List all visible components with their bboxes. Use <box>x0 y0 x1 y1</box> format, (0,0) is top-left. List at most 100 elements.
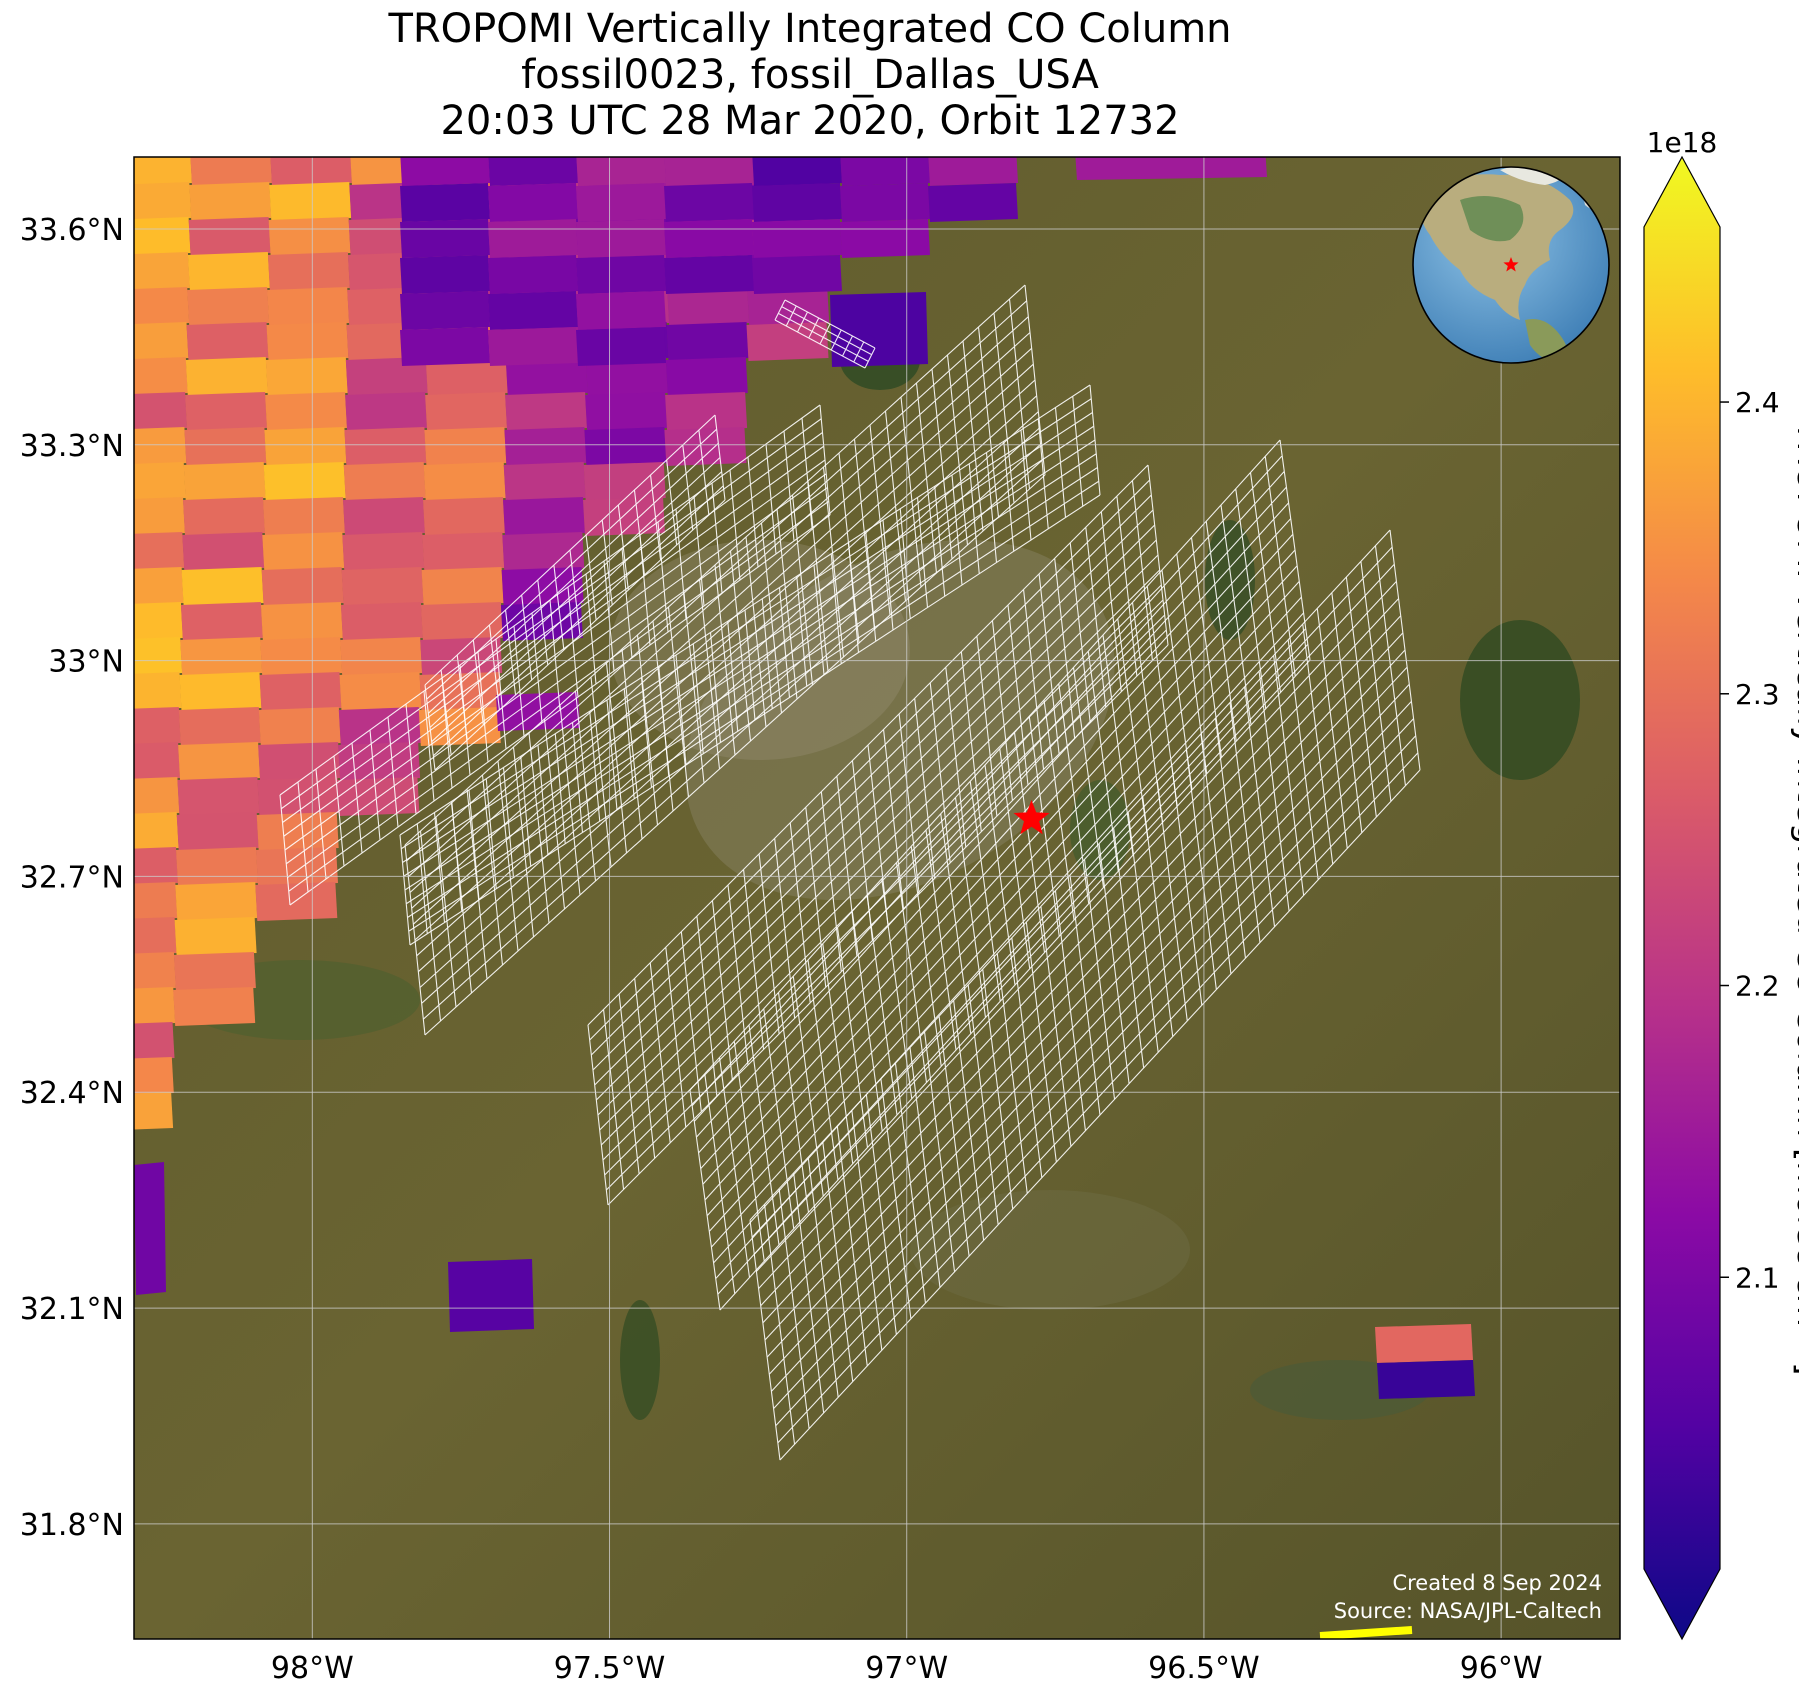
colorbar-label: TROPOMI Vertically Integrated CO Column … <box>1789 420 1799 1376</box>
co-pixel <box>504 427 587 466</box>
colorbar-multiplier: 1e18 <box>1647 126 1718 159</box>
co-pixel <box>752 157 842 186</box>
co-pixel <box>189 182 272 221</box>
map-frame <box>133 156 1621 1640</box>
colorbar-tick-label: 2.4 <box>1735 386 1780 419</box>
co-pixel <box>134 952 176 990</box>
co-pixel <box>576 255 666 294</box>
map-panel: Created 8 Sep 2024 Source: NASA/JPL-Calt… <box>134 157 1620 1639</box>
co-pixel <box>134 987 176 1025</box>
co-pixel <box>400 291 490 330</box>
target-swath <box>404 284 1046 1036</box>
co-pixel <box>583 497 665 536</box>
co-pixel <box>270 157 352 186</box>
co-pixel <box>664 427 747 466</box>
co-pixel <box>666 322 749 361</box>
co-pixel <box>190 157 272 186</box>
co-pixel <box>134 462 186 500</box>
co-pixel <box>830 292 928 367</box>
co-pixel <box>338 707 421 746</box>
co-pixel <box>134 742 181 780</box>
co-pixel <box>338 742 421 781</box>
co-pixel <box>423 497 505 536</box>
co-pixel <box>576 183 666 222</box>
title-line-2: fossil0023, fossil_Dallas_USA <box>521 52 1099 98</box>
colorbar-tick-label: 2.3 <box>1735 678 1780 711</box>
co-pixel <box>400 157 490 186</box>
co-pixel <box>501 567 584 606</box>
co-pixel <box>488 291 578 330</box>
co-pixel <box>400 327 490 366</box>
lat-tick-label: 33.6°N <box>20 213 124 248</box>
credit-created: Created 8 Sep 2024 <box>1392 1571 1602 1595</box>
co-pixel <box>502 532 585 571</box>
co-pixel <box>503 462 586 501</box>
co-pixel <box>134 637 183 675</box>
co-pixel <box>178 707 261 746</box>
co-pixel <box>265 357 348 396</box>
colorbar-ticks: 2.1 2.2 2.3 2.4 <box>1720 386 1780 1294</box>
credit-source: Source: NASA/JPL-Caltech <box>1334 1599 1602 1623</box>
co-pixel <box>505 357 588 396</box>
co-pixel <box>134 497 185 535</box>
co-pixel <box>260 602 343 641</box>
co-pixel <box>260 637 343 676</box>
co-pixel <box>255 882 338 921</box>
co-pixel <box>262 532 345 571</box>
co-pixel <box>180 602 263 641</box>
co-pixel <box>488 255 578 294</box>
co-pixel <box>576 157 666 186</box>
co-pixel <box>258 742 341 781</box>
title-line-1: TROPOMI Vertically Integrated CO Column <box>388 6 1232 52</box>
co-pixel <box>256 812 339 851</box>
co-pixel <box>264 427 347 466</box>
scale-bar <box>1319 1626 1413 1639</box>
co-pixel <box>340 637 423 676</box>
co-pixel <box>134 812 179 850</box>
co-pixel <box>752 219 842 258</box>
lon-tick-label: 97°W <box>865 1651 948 1686</box>
co-pixel <box>664 183 754 222</box>
lon-tick-label: 96.5°W <box>1148 1651 1259 1686</box>
co-pixel <box>576 219 666 258</box>
colorbar-body <box>1644 157 1720 1639</box>
co-pixel <box>928 157 1018 186</box>
lon-tick-label: 96°W <box>1460 1651 1543 1686</box>
co-pixel <box>584 427 667 466</box>
co-pixel <box>400 219 490 258</box>
co-pixel <box>503 497 585 536</box>
co-pixel <box>339 672 422 711</box>
co-pixel <box>134 882 178 920</box>
co-pixel <box>258 707 341 746</box>
lon-tick-label: 98°W <box>271 1651 354 1686</box>
co-pixel <box>183 497 265 536</box>
co-pixel <box>134 392 188 430</box>
co-pixel <box>174 917 257 956</box>
co-column-pixels <box>134 157 1475 1399</box>
co-pixel <box>188 217 271 256</box>
co-pixel <box>840 157 930 186</box>
co-pixel <box>423 462 506 501</box>
co-pixel <box>259 672 342 711</box>
co-pixel <box>267 252 350 291</box>
co-pixel <box>1375 1324 1473 1363</box>
co-pixel <box>664 255 754 294</box>
co-pixel <box>134 1057 174 1095</box>
co-pixel <box>345 392 428 431</box>
co-pixel <box>134 1022 175 1060</box>
co-pixel <box>261 567 344 606</box>
co-pixel <box>182 532 265 571</box>
co-pixel <box>840 183 930 222</box>
lat-tick-label: 32.7°N <box>20 860 124 895</box>
co-pixel <box>173 987 256 1026</box>
co-pixel <box>488 157 578 186</box>
co-pixel <box>187 287 270 326</box>
co-pixel <box>134 567 184 605</box>
colorbar-tick-label: 2.2 <box>1735 970 1780 1003</box>
lon-tick-label: 97.5°W <box>554 1651 665 1686</box>
co-pixel <box>746 322 829 361</box>
co-pixel <box>173 952 256 991</box>
co-pixel <box>134 157 192 186</box>
co-pixel <box>448 1259 534 1332</box>
